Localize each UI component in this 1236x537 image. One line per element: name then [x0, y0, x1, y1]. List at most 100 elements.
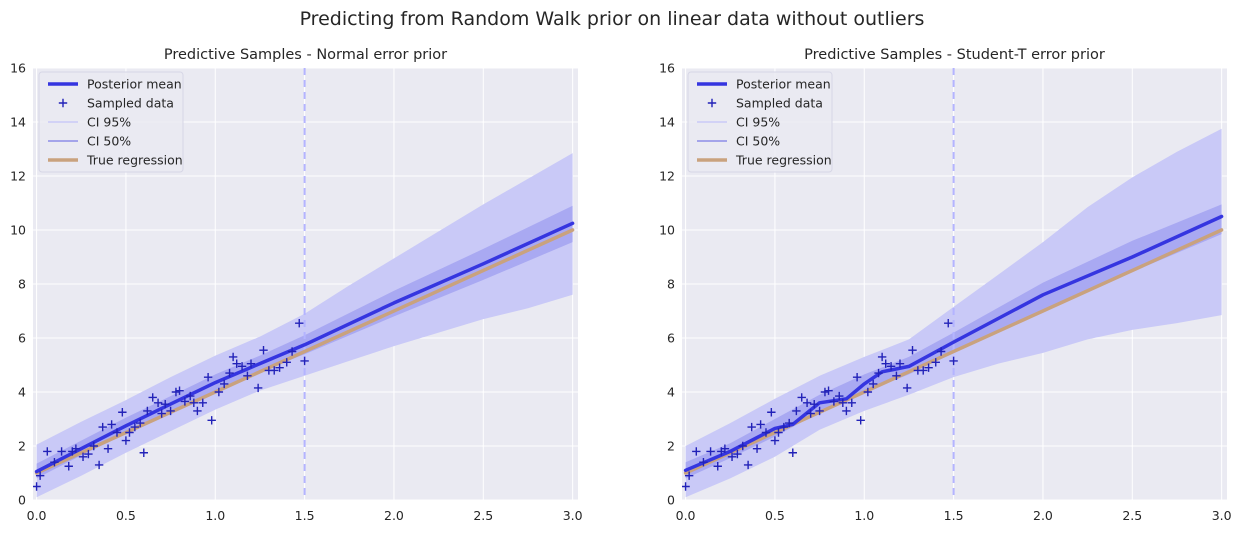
- data-point: [949, 356, 958, 366]
- legend-label: CI 50%: [87, 134, 131, 149]
- x-tick-label: 1.5: [295, 508, 315, 523]
- posterior-mean-line: [34, 221, 575, 474]
- data-point: [203, 372, 213, 382]
- x-tick-label: 0.5: [765, 508, 785, 523]
- chart-panel: 0.0 0.5 1.0 1.5 2.0 2.5 3.0 0 2 4 6 8 10 12 14 16 Predic…: [10, 47, 583, 523]
- legend-box: [38, 71, 184, 173]
- data-point: [684, 471, 694, 480]
- data-point: [287, 347, 297, 356]
- data-point: [756, 420, 765, 429]
- data-point: [43, 447, 52, 456]
- data-point: [727, 452, 737, 461]
- legend-label: True regression: [86, 153, 183, 168]
- x-tick-label: 0.0: [27, 508, 47, 523]
- data-point: [682, 482, 690, 491]
- data-point: [175, 386, 184, 395]
- data-point: [706, 447, 715, 456]
- x-tick-label: 0.0: [676, 508, 696, 523]
- x-tick-label: 2.0: [1033, 508, 1053, 523]
- data-point: [139, 448, 148, 457]
- data-point: [219, 379, 229, 389]
- figure-title: Predicting from Random Walk prior on lin…: [300, 8, 925, 30]
- data-point: [225, 368, 234, 378]
- x-tick-label: 2.5: [1122, 508, 1142, 523]
- y-tick-label: 10: [10, 223, 26, 238]
- subplot-title: Predictive Samples - Student-T error pri…: [804, 47, 1105, 63]
- y-tick-label: 16: [659, 61, 675, 76]
- data-point: [246, 359, 256, 368]
- data-point: [166, 406, 175, 416]
- data-point: [815, 406, 824, 416]
- data-point: [877, 352, 887, 362]
- data-point: [103, 444, 113, 453]
- data-point: [295, 318, 304, 328]
- data-point: [847, 398, 856, 407]
- legend-label: Posterior mean: [736, 77, 831, 92]
- data-point: [282, 358, 291, 367]
- data-point: [228, 352, 238, 362]
- legend-label: CI 95%: [87, 115, 131, 130]
- data-point: [752, 444, 762, 453]
- data-point: [50, 458, 59, 467]
- data-point: [886, 362, 896, 371]
- y-tick-label: 6: [667, 331, 675, 346]
- data-point: [64, 462, 73, 471]
- data-point: [207, 416, 216, 425]
- legend-handle-sampled-data: [58, 98, 68, 108]
- legend-label: Sampled data: [87, 96, 174, 111]
- legend-label: Sampled data: [736, 96, 823, 111]
- data-point: [810, 399, 819, 409]
- data-point: [944, 318, 953, 328]
- data-point: [842, 406, 851, 416]
- legend-label: True regression: [735, 153, 832, 168]
- legend-label: CI 95%: [736, 115, 780, 130]
- data-point: [35, 471, 45, 480]
- y-tick-label: 14: [10, 115, 26, 130]
- data-point: [125, 428, 134, 437]
- x-tick-label: 0.5: [116, 508, 136, 523]
- data-point: [761, 428, 771, 437]
- y-tick-label: 4: [18, 385, 26, 400]
- posterior-mean-line: [683, 214, 1224, 473]
- legend-label: CI 50%: [736, 134, 780, 149]
- data-point: [788, 448, 797, 457]
- data-point: [767, 408, 776, 417]
- data-point: [835, 391, 844, 401]
- legend-label: Posterior mean: [87, 77, 182, 92]
- data-point: [157, 409, 166, 418]
- data-point: [792, 406, 801, 416]
- data-point: [856, 416, 865, 425]
- data-point: [936, 347, 946, 356]
- data-point: [852, 372, 862, 382]
- data-point: [863, 387, 873, 397]
- data-point: [931, 358, 940, 367]
- data-point: [237, 362, 247, 371]
- x-tick-label: 1.0: [854, 508, 874, 523]
- data-point: [838, 398, 848, 407]
- data-point: [881, 359, 890, 368]
- data-point: [270, 366, 279, 375]
- data-point: [908, 345, 917, 355]
- y-tick-label: 14: [659, 115, 675, 130]
- y-tick-label: 16: [10, 61, 26, 76]
- data-point: [148, 393, 157, 402]
- x-tick-label: 3.0: [1212, 508, 1232, 523]
- data-point: [824, 386, 833, 395]
- data-point: [189, 398, 199, 407]
- y-tick-label: 10: [659, 223, 675, 238]
- y-tick-label: 2: [667, 439, 675, 454]
- y-tick-label: 0: [18, 493, 26, 508]
- data-point: [171, 387, 181, 397]
- data-point: [107, 420, 116, 429]
- data-point: [892, 371, 901, 380]
- data-point: [78, 452, 88, 461]
- y-tick-label: 12: [659, 169, 675, 184]
- data-point: [130, 422, 140, 432]
- x-tick-label: 1.0: [205, 508, 225, 523]
- data-point: [214, 387, 224, 397]
- data-point: [785, 418, 794, 428]
- data-point: [180, 397, 190, 406]
- data-point: [895, 359, 905, 368]
